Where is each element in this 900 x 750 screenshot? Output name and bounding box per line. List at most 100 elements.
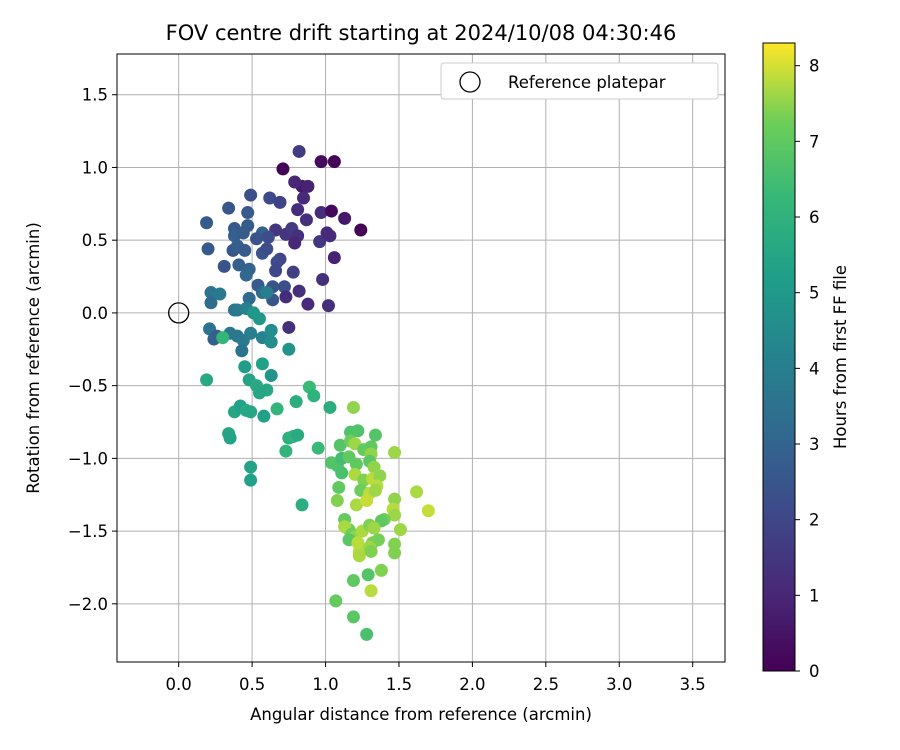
data-point bbox=[244, 460, 258, 474]
data-point bbox=[291, 203, 305, 217]
data-point bbox=[279, 290, 293, 304]
data-point bbox=[261, 230, 275, 244]
y-tick-label: 1.0 bbox=[82, 158, 108, 177]
y-tick-label: −2.0 bbox=[68, 595, 108, 614]
y-tick-label: −1.5 bbox=[68, 522, 108, 541]
data-point bbox=[388, 492, 402, 506]
colorbar-tick-label: 0 bbox=[809, 662, 820, 681]
data-point bbox=[235, 344, 249, 358]
data-point bbox=[354, 223, 368, 237]
colorbar-tick-label: 5 bbox=[809, 284, 820, 303]
data-point bbox=[244, 188, 258, 202]
data-point bbox=[260, 383, 274, 397]
data-point bbox=[217, 259, 231, 273]
data-point bbox=[346, 610, 360, 624]
data-point bbox=[260, 286, 274, 300]
data-point bbox=[313, 235, 327, 249]
data-point bbox=[346, 400, 360, 414]
data-point bbox=[373, 469, 387, 483]
data-point bbox=[388, 508, 402, 522]
colorbar: 0 1 2 3 4 5 6 7 8 Hours from first FF file bbox=[762, 42, 850, 681]
x-axis-label: Angular distance from reference (arcmin) bbox=[250, 705, 592, 724]
data-point bbox=[349, 498, 363, 512]
data-point bbox=[360, 627, 374, 641]
points bbox=[200, 144, 435, 641]
data-point bbox=[323, 400, 337, 414]
x-tick-label: 1.5 bbox=[386, 675, 412, 694]
data-point bbox=[371, 533, 385, 547]
data-point bbox=[222, 201, 236, 215]
data-point bbox=[264, 335, 278, 349]
data-point bbox=[297, 191, 311, 205]
legend-label: Reference platepar bbox=[508, 73, 666, 92]
colorbar-tick-label: 2 bbox=[809, 511, 820, 530]
colorbar-tick-label: 8 bbox=[809, 57, 820, 76]
data-point bbox=[269, 264, 283, 278]
data-point bbox=[252, 312, 266, 326]
y-tick-label: 0.5 bbox=[82, 231, 108, 250]
data-point bbox=[279, 444, 293, 458]
data-point bbox=[244, 405, 258, 419]
y-tick-label: 1.5 bbox=[82, 86, 108, 105]
data-point bbox=[238, 243, 252, 257]
data-point bbox=[264, 368, 278, 382]
data-point bbox=[352, 549, 366, 563]
data-point bbox=[361, 568, 375, 582]
data-point bbox=[374, 563, 388, 577]
data-point bbox=[216, 331, 230, 345]
data-point bbox=[260, 242, 274, 256]
x-tick-label: 3.0 bbox=[606, 675, 632, 694]
data-point bbox=[388, 546, 402, 560]
data-point bbox=[327, 251, 341, 265]
data-point bbox=[410, 485, 424, 499]
colorbar-tick-label: 1 bbox=[809, 586, 820, 605]
legend-marker bbox=[459, 71, 481, 93]
data-point bbox=[364, 544, 378, 558]
colorbar-tick-label: 3 bbox=[809, 435, 820, 454]
data-point bbox=[301, 179, 315, 193]
data-point bbox=[239, 268, 253, 282]
colorbar-tick-label: 7 bbox=[809, 132, 820, 151]
data-point bbox=[388, 446, 402, 460]
data-point bbox=[241, 206, 255, 220]
data-point bbox=[264, 323, 278, 337]
x-tick-label: 1.0 bbox=[312, 675, 338, 694]
data-point bbox=[236, 226, 250, 240]
data-point bbox=[368, 428, 382, 442]
legend: Reference platepar bbox=[440, 62, 719, 100]
data-point bbox=[288, 175, 302, 189]
data-point bbox=[367, 521, 381, 535]
data-point bbox=[200, 373, 214, 387]
data-point bbox=[299, 213, 313, 227]
data-point bbox=[273, 195, 287, 209]
data-point bbox=[320, 226, 334, 240]
data-point bbox=[351, 424, 365, 438]
data-point bbox=[307, 389, 321, 403]
data-point bbox=[289, 395, 303, 409]
x-tick-label: 0.5 bbox=[239, 675, 265, 694]
data-point bbox=[368, 483, 382, 497]
data-point bbox=[204, 296, 218, 310]
data-point bbox=[263, 191, 277, 205]
data-point bbox=[242, 291, 256, 305]
data-point bbox=[213, 287, 227, 301]
data-point bbox=[277, 280, 291, 294]
data-point bbox=[292, 144, 306, 158]
data-point bbox=[288, 236, 302, 250]
data-point bbox=[250, 232, 264, 246]
data-point bbox=[329, 594, 343, 608]
data-point bbox=[393, 523, 407, 537]
data-point bbox=[330, 494, 344, 508]
y-tick-label: −0.5 bbox=[68, 377, 108, 396]
data-point bbox=[324, 204, 338, 218]
y-ticks: −2.0 −1.5 −1.0 −0.5 0.0 0.5 1.0 1.5 bbox=[68, 86, 117, 614]
data-point bbox=[321, 299, 335, 313]
data-point bbox=[244, 326, 258, 340]
y-axis-label: Rotation from reference (arcmin) bbox=[24, 222, 43, 494]
data-point bbox=[223, 431, 237, 445]
x-tick-label: 2.0 bbox=[459, 675, 485, 694]
data-point bbox=[276, 162, 290, 176]
data-point bbox=[421, 504, 435, 518]
data-point bbox=[346, 574, 360, 588]
